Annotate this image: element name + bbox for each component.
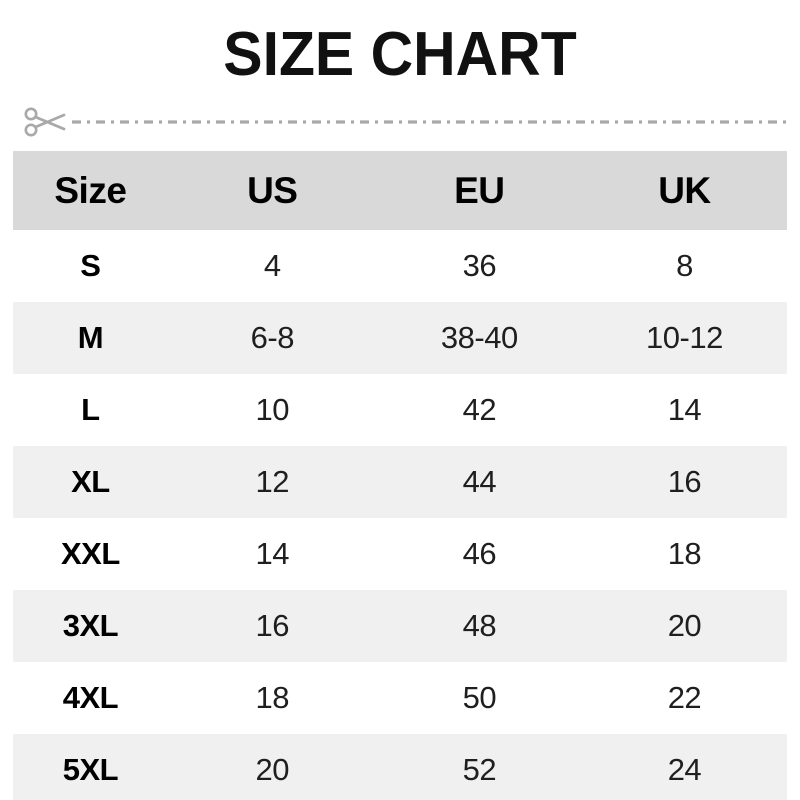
cell-size: XL [71,464,110,499]
header-us: US [167,151,377,230]
table-row-xxl: XXL 14 46 18 [13,518,787,590]
cell-eu: 36 [462,248,497,283]
header-uk: UK [581,151,787,230]
header-row: Size US EU UK [13,151,787,230]
cell-eu: 42 [462,392,497,427]
cell-us: 20 [255,752,290,787]
cell-us: 4 [263,248,281,283]
scissors-icon [24,107,66,137]
size-chart-table: Size US EU UK S 4 36 8 M 6-8 38-40 10-12… [13,151,787,800]
cell-uk: 20 [667,608,702,643]
cell-us: 12 [255,464,290,499]
cell-us: 10 [255,392,290,427]
table-body: S 4 36 8 M 6-8 38-40 10-12 L 10 42 14 XL… [13,230,787,800]
cell-size: M [77,320,104,355]
table-row-l: L 10 42 14 [13,374,787,446]
cell-eu: 48 [462,608,497,643]
page-title: SIZE CHART [223,20,577,89]
table-row-4xl: 4XL 18 50 22 [13,662,787,734]
table-row-s: S 4 36 8 [13,230,787,302]
cell-uk: 8 [676,248,693,283]
cell-uk: 24 [667,752,702,787]
cell-us: 6-8 [250,320,295,355]
cell-uk: 14 [667,392,702,427]
header-eu: EU [376,151,582,230]
cell-size: 4XL [62,680,119,715]
table-row-5xl: 5XL 20 52 24 [13,734,787,800]
cell-eu: 50 [462,680,497,715]
cell-size: 3XL [62,608,119,643]
cell-eu: 44 [462,464,497,499]
cell-size: XXL [61,536,120,571]
cell-eu: 46 [462,536,497,571]
cell-size: L [81,392,100,427]
cell-eu: 38-40 [440,320,518,355]
table-row-3xl: 3XL 16 48 20 [13,590,787,662]
cell-size: 5XL [62,752,119,787]
cell-size: S [80,248,101,283]
table-row-m: M 6-8 38-40 10-12 [13,302,787,374]
dashed-cut-line [72,120,792,124]
header-size: Size [13,151,168,230]
cell-uk: 18 [667,536,702,571]
cell-us: 14 [255,536,290,571]
cut-here-divider [22,103,792,141]
cell-eu: 52 [462,752,497,787]
cell-us: 18 [255,680,290,715]
cell-uk: 22 [667,680,702,715]
cell-uk: 10-12 [646,320,723,355]
table-row-xl: XL 12 44 16 [13,446,787,518]
table-header: Size US EU UK [13,151,787,230]
cell-uk: 16 [667,464,702,499]
cell-us: 16 [255,608,290,643]
